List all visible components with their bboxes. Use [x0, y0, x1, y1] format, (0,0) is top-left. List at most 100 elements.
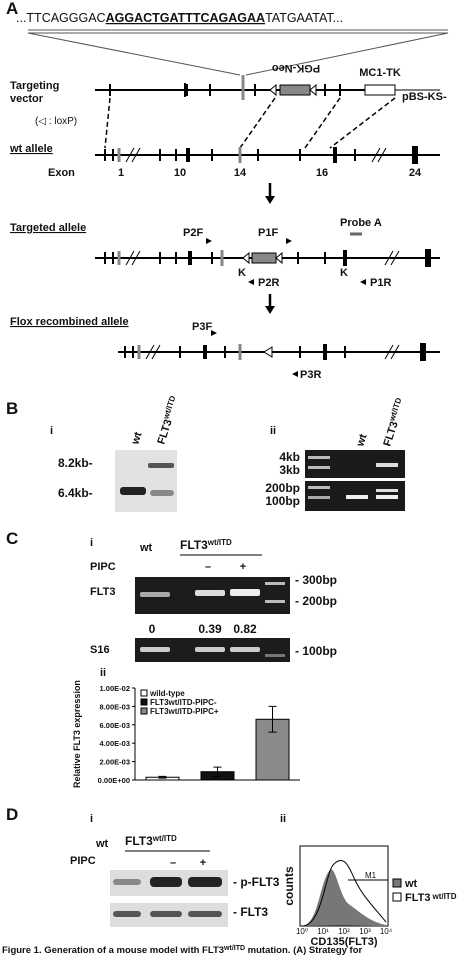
group-base: FLT3: [180, 538, 208, 552]
exon-number: 10: [174, 167, 186, 179]
exon-number: 1: [118, 167, 124, 179]
legend-swatch: [392, 892, 402, 902]
legend-text: wild-type: [149, 689, 185, 698]
flow-tick: 10⁰: [296, 927, 308, 936]
band-label: - p-FLT3: [233, 875, 280, 889]
arrow: [265, 294, 275, 314]
condition: +: [200, 857, 206, 869]
legend-text: FLT3wt/ITD-PIPC+: [150, 707, 219, 716]
legend-sup: wt/ITD: [431, 892, 456, 901]
caption-suffix: mutation. (A) Strategy for: [245, 945, 362, 956]
sequence: ...TTCAGGGACAGGACTGATTTCAGAGAATATGAATAT.…: [16, 11, 343, 25]
exon-number: 14: [234, 167, 247, 179]
site: K: [238, 267, 246, 279]
lane-base: FLT3: [155, 418, 174, 446]
targeting-vector: [95, 75, 440, 100]
exon-number: 24: [409, 167, 422, 179]
wt-allele: [95, 146, 440, 164]
lane-label: wt: [139, 542, 153, 554]
caption-prefix: Figure 1. Generation of a mouse model wi…: [2, 945, 224, 956]
lane-label: wt: [354, 432, 370, 449]
targeted-allele-label: Targeted allele: [10, 222, 86, 234]
vector-label: Targeting: [10, 80, 59, 92]
legend-text: wt: [404, 878, 418, 890]
marker: - 100bp: [295, 644, 337, 658]
lane-sup: wt/ITD: [161, 394, 177, 421]
flox-allele: [118, 330, 440, 377]
condition: +: [240, 561, 246, 573]
exon-label: Exon: [48, 167, 75, 179]
group-sup: wt/ITD: [207, 538, 232, 547]
zoom-lines: [27, 29, 449, 76]
sub-label: i: [50, 425, 53, 437]
ratio: 0: [149, 622, 156, 636]
y-axis-label: Relative FLT3 expression: [72, 680, 82, 788]
lane-label: FLT3wt/ITD: [154, 394, 183, 446]
flow-tick: 10²: [338, 927, 350, 936]
lane-label: wt: [95, 838, 109, 850]
y-tick-label: 6.00E-03: [100, 721, 130, 730]
group-base: FLT3: [125, 834, 153, 848]
probe-label: Probe A: [340, 217, 382, 229]
y-tick-label: 1.00E-02: [100, 684, 130, 693]
ratio: 0.39: [198, 622, 222, 636]
bar-chart: 0.00E+00 2.00E-03 4.00E-03 6.00E-03 8.00E-03…: [72, 680, 300, 788]
rt-pcr-gel: [135, 577, 290, 662]
targeted-allele: [95, 232, 440, 285]
legend-base: FLT3: [405, 892, 430, 904]
panel-label: C: [6, 529, 18, 548]
seq-target: AGGACTGATTTCAGAGAA: [106, 11, 265, 25]
legend-swatch: [140, 689, 148, 697]
sub-label: ii: [100, 667, 106, 679]
tk-label: MC1-TK: [359, 67, 401, 79]
primer: P3R: [300, 369, 321, 381]
lane-sup: wt/ITD: [387, 396, 403, 423]
legend-text: FLT3 wt/ITD: [405, 892, 457, 904]
legend-swatch: [392, 878, 402, 888]
condition: –: [170, 857, 176, 869]
sub-label: i: [90, 537, 93, 549]
error-bar: [213, 766, 222, 777]
sub-label: ii: [280, 813, 286, 825]
primer: P2R: [258, 277, 279, 289]
seq-suffix: TATGAATAT...: [265, 11, 343, 25]
y-tick-label: 4.00E-03: [100, 739, 130, 748]
band-label: - FLT3: [233, 905, 268, 919]
flow-tick: 10¹: [317, 927, 329, 936]
flow-tick: 10⁴: [380, 927, 393, 936]
marker: 100bp: [265, 494, 300, 508]
site: K: [340, 267, 348, 279]
marker: 6.4kb-: [58, 486, 93, 500]
flow-y-label: counts: [282, 866, 296, 906]
pcr-gel: [305, 450, 405, 511]
lane-label: wt: [129, 430, 145, 447]
ratio: 0.82: [233, 622, 257, 636]
backbone-label: pBS-KS-: [402, 91, 447, 103]
legend-swatch: [140, 698, 148, 706]
group-label: FLT3wt/ITD: [125, 834, 177, 848]
marker: - 300bp: [295, 573, 337, 587]
marker: - 200bp: [295, 594, 337, 608]
row-label: S16: [90, 644, 110, 656]
error-bar: [268, 705, 277, 733]
row-label: FLT3: [90, 586, 115, 598]
y-tick-label: 2.00E-03: [100, 758, 130, 767]
caption-sup: wt/ITD: [223, 945, 245, 952]
legend-swatch: [140, 707, 148, 715]
flow-x-label: CD135(FLT3): [310, 936, 377, 948]
primer: P2F: [183, 227, 203, 239]
condition: –: [205, 561, 211, 573]
marker: 200bp: [265, 481, 300, 495]
sub-label: i: [90, 813, 93, 825]
y-tick-label: 8.00E-03: [100, 702, 130, 711]
row-label: PIPC: [70, 855, 96, 867]
primer: P1F: [258, 227, 278, 239]
seq-prefix: ...TTCAGGGAC: [16, 11, 106, 25]
y-tick-label: 0.00E+00: [98, 776, 130, 785]
vector-label: vector: [10, 93, 44, 105]
panel-label: A: [6, 0, 18, 18]
primer: P3F: [192, 321, 212, 333]
exon-number: 16: [316, 167, 328, 179]
